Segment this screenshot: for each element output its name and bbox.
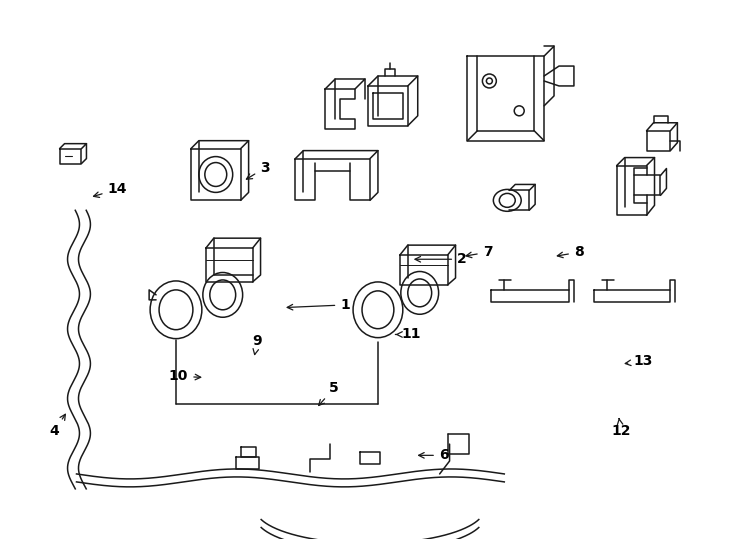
Text: 4: 4 bbox=[50, 414, 65, 438]
Text: 13: 13 bbox=[625, 354, 653, 368]
Text: 14: 14 bbox=[93, 183, 127, 198]
Text: 5: 5 bbox=[319, 381, 339, 406]
Text: 8: 8 bbox=[557, 245, 584, 259]
Text: 10: 10 bbox=[169, 369, 200, 383]
Text: 2: 2 bbox=[415, 252, 467, 266]
Text: 1: 1 bbox=[287, 298, 350, 312]
Text: 6: 6 bbox=[418, 448, 448, 462]
Text: 3: 3 bbox=[247, 161, 269, 179]
Text: 11: 11 bbox=[396, 327, 421, 341]
Text: 7: 7 bbox=[466, 245, 493, 259]
Text: 12: 12 bbox=[611, 418, 631, 438]
Text: 9: 9 bbox=[252, 334, 262, 355]
